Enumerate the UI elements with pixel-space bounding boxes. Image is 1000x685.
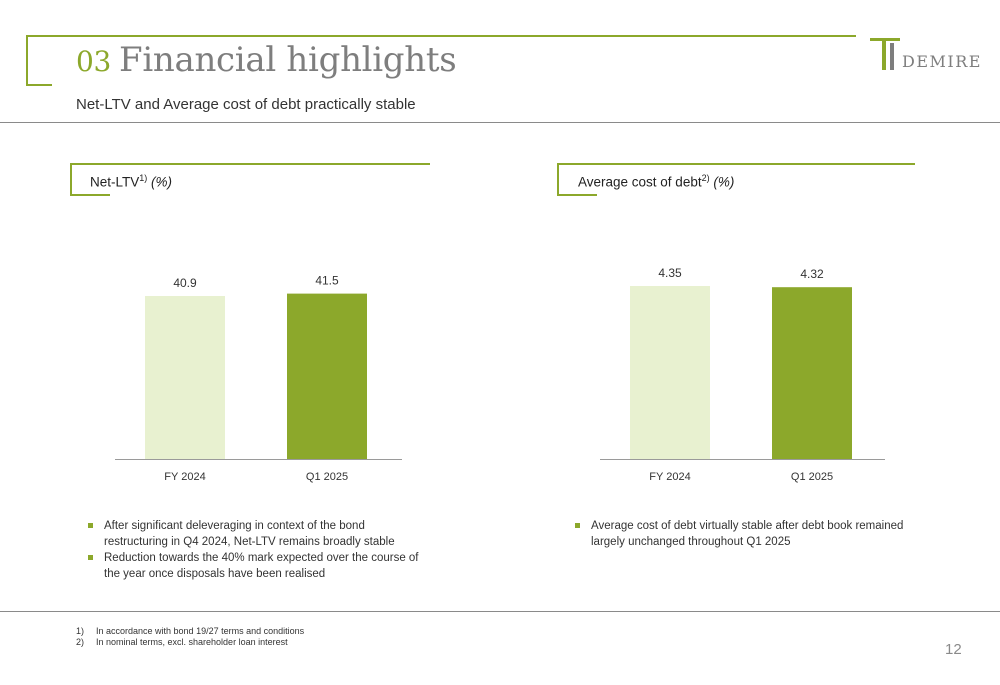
footnote-key: 2) (76, 637, 85, 647)
bullet-item: Average cost of debt virtually stable af… (575, 518, 905, 550)
net-ltv-footnote-ref: 1) (139, 173, 148, 183)
data-label: 4.35 (658, 266, 682, 280)
page-title-text: Financial highlights (119, 40, 457, 80)
page-title: 03 Financial highlights (76, 40, 457, 80)
data-label: 40.9 (173, 276, 197, 290)
x-tick-label: FY 2024 (649, 471, 690, 483)
cost-of-debt-unit: (%) (713, 174, 735, 190)
panel-left-line-side (70, 163, 72, 195)
footnotes: 1) In accordance with bond 19/27 terms an… (76, 626, 304, 648)
panel-right-line-top (557, 163, 915, 165)
cost-of-debt-footnote-ref: 2) (701, 173, 710, 183)
bullet-text: Reduction towards the 40% mark expected … (104, 552, 419, 580)
cost-of-debt-label: Average cost of debt2) (%) (578, 173, 734, 190)
data-label: 4.32 (800, 267, 824, 281)
section-number: 03 (76, 45, 112, 78)
bar-fy-2024 (145, 296, 225, 459)
header-divider (0, 122, 1000, 123)
footnote-key: 1) (76, 626, 85, 636)
panel-right-line-bottom (557, 194, 597, 196)
bar-q1-2025 (287, 293, 367, 459)
header-frame-left (26, 35, 28, 85)
page-subtitle: Net-LTV and Average cost of debt practic… (76, 96, 416, 113)
panel-left-line-bottom (70, 194, 110, 196)
footnote: 2) In nominal terms, excl. shareholder lo… (76, 637, 304, 648)
bullet-item: Reduction towards the 40% mark expected … (88, 550, 423, 582)
bullets-left: After significant deleveraging in contex… (88, 518, 423, 582)
footer-divider (0, 611, 1000, 612)
footnote-text: In nominal terms, excl. shareholder loan… (96, 637, 288, 647)
demire-logo-icon (870, 38, 900, 70)
cost-of-debt-label-text: Average cost of debt (578, 174, 702, 190)
logo-text: DEMIRE (902, 52, 982, 71)
footnote: 1) In accordance with bond 19/27 terms an… (76, 626, 304, 637)
bullet-text: After significant deleveraging in contex… (104, 520, 395, 548)
x-tick-label: FY 2024 (164, 471, 205, 483)
bar-fy-2024 (630, 286, 710, 459)
page-number: 12 (945, 641, 962, 658)
net-ltv-unit: (%) (151, 174, 173, 190)
data-label: 41.5 (315, 274, 339, 288)
header-frame-top (26, 35, 856, 37)
panel-right-line-side (557, 163, 559, 195)
x-tick-label: Q1 2025 (306, 471, 348, 483)
header-frame-bottom (26, 84, 52, 86)
bullet-item: After significant deleveraging in contex… (88, 518, 423, 550)
bullet-square-icon (575, 523, 580, 528)
bullet-text: Average cost of debt virtually stable af… (591, 520, 904, 548)
bullet-square-icon (88, 555, 93, 560)
bar-q1-2025 (772, 287, 852, 459)
x-tick-label: Q1 2025 (791, 471, 833, 483)
bullets-right: Average cost of debt virtually stable af… (575, 518, 905, 550)
net-ltv-label: Net-LTV1) (%) (90, 173, 172, 190)
net-ltv-label-text: Net-LTV (90, 174, 140, 190)
panel-left-line-top (70, 163, 430, 165)
bullet-square-icon (88, 523, 93, 528)
footnote-text: In accordance with bond 19/27 terms and … (96, 626, 305, 636)
